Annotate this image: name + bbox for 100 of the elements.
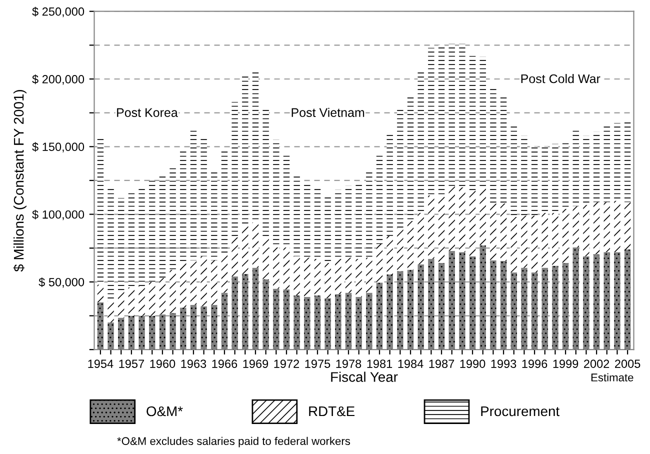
bar bbox=[262, 279, 269, 350]
bar bbox=[531, 216, 538, 272]
text: Estimate bbox=[591, 373, 634, 382]
bar bbox=[252, 222, 259, 268]
bar bbox=[314, 295, 321, 350]
bar bbox=[366, 292, 372, 350]
bar bbox=[480, 245, 486, 350]
bar bbox=[583, 256, 590, 350]
bar bbox=[304, 258, 310, 297]
bar bbox=[345, 258, 352, 293]
bar bbox=[180, 262, 186, 308]
bar bbox=[242, 274, 248, 350]
bar bbox=[448, 44, 455, 186]
bar bbox=[283, 247, 290, 290]
bar bbox=[170, 313, 176, 350]
bar bbox=[407, 221, 414, 270]
bar bbox=[469, 190, 476, 256]
bar bbox=[510, 216, 517, 272]
bar bbox=[324, 298, 331, 350]
bar bbox=[232, 102, 238, 238]
bar bbox=[552, 144, 558, 213]
bar bbox=[138, 188, 145, 286]
bar bbox=[552, 266, 558, 350]
bar bbox=[118, 318, 124, 350]
bar bbox=[314, 258, 321, 296]
x-tick-label: 1987 bbox=[429, 360, 454, 368]
y-tick-label: $ 50,000 bbox=[38, 277, 84, 288]
bar bbox=[221, 292, 228, 350]
bar bbox=[366, 172, 372, 258]
bar bbox=[386, 134, 393, 236]
bar bbox=[562, 142, 569, 209]
bar bbox=[159, 314, 166, 350]
bar bbox=[438, 45, 445, 197]
bar bbox=[335, 190, 342, 259]
bar bbox=[448, 250, 455, 350]
bar bbox=[572, 206, 579, 248]
bar bbox=[128, 287, 135, 316]
bar bbox=[304, 182, 310, 258]
bar bbox=[376, 282, 383, 350]
x-tick-label: 1978 bbox=[336, 360, 362, 368]
bar bbox=[190, 129, 197, 260]
x-tick-label: 1990 bbox=[460, 360, 486, 368]
bar bbox=[149, 180, 156, 282]
bar bbox=[500, 260, 507, 350]
bar bbox=[128, 191, 135, 288]
bar bbox=[200, 306, 207, 350]
x-tick-label: 1999 bbox=[553, 360, 578, 368]
bar bbox=[159, 278, 166, 314]
bar bbox=[294, 256, 300, 296]
bar bbox=[418, 212, 424, 264]
bar bbox=[469, 56, 476, 191]
bar bbox=[108, 322, 114, 350]
bar bbox=[562, 262, 569, 350]
x-tick-label: 1972 bbox=[274, 360, 300, 368]
bar bbox=[562, 208, 569, 263]
bar bbox=[500, 203, 507, 261]
bar bbox=[366, 258, 372, 293]
bar bbox=[604, 124, 610, 202]
bar bbox=[521, 268, 528, 350]
bar bbox=[221, 254, 228, 293]
bar bbox=[407, 270, 414, 350]
bar bbox=[469, 256, 476, 350]
bar bbox=[593, 132, 600, 202]
bar bbox=[170, 270, 176, 314]
bar bbox=[97, 138, 104, 285]
x-tick-label: 2002 bbox=[584, 360, 610, 368]
x-tick-label: 1996 bbox=[522, 360, 548, 368]
legend-label: O&M* bbox=[146, 406, 183, 416]
bar bbox=[583, 204, 590, 256]
bar bbox=[428, 195, 434, 259]
bar bbox=[242, 76, 248, 226]
x-tick-label: 2005 bbox=[615, 360, 640, 368]
bar bbox=[97, 302, 104, 350]
bar bbox=[593, 202, 600, 254]
bar bbox=[273, 140, 280, 248]
x-tick-label: 1963 bbox=[181, 360, 206, 368]
bar bbox=[521, 136, 528, 216]
bar bbox=[324, 262, 331, 298]
bar bbox=[459, 252, 466, 350]
bar bbox=[614, 200, 620, 252]
bar bbox=[283, 154, 290, 248]
bar bbox=[345, 292, 352, 350]
bar bbox=[521, 216, 528, 268]
legend-label: Procurement bbox=[481, 406, 560, 416]
bar bbox=[200, 256, 207, 306]
x-tick-label: 1981 bbox=[367, 360, 392, 368]
bar bbox=[273, 247, 280, 289]
bar bbox=[180, 308, 186, 350]
bar bbox=[211, 260, 218, 305]
x-tick-label: 1966 bbox=[212, 360, 238, 368]
bar bbox=[273, 288, 280, 350]
bar bbox=[459, 44, 466, 188]
bar bbox=[190, 260, 197, 305]
bar bbox=[490, 88, 496, 204]
bar bbox=[242, 225, 248, 274]
bar bbox=[118, 291, 124, 318]
bar bbox=[335, 258, 342, 294]
y-tick-label: $ 200,000 bbox=[32, 74, 84, 85]
bar bbox=[510, 272, 517, 350]
bar bbox=[428, 48, 434, 196]
